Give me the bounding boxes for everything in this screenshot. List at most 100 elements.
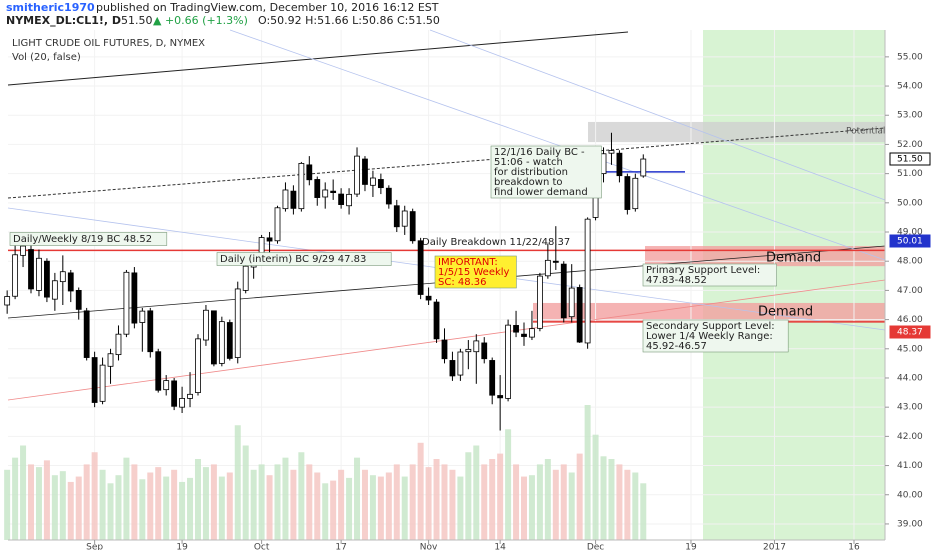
channel-line	[429, 29, 886, 201]
candle-body	[163, 380, 170, 391]
volume-bar	[75, 476, 82, 540]
volume-bar	[338, 469, 345, 540]
candle-body	[370, 177, 376, 186]
annotation: Demand	[766, 251, 821, 266]
volume-bar	[544, 459, 551, 540]
volume-bar	[67, 481, 74, 540]
candle-body	[497, 395, 504, 399]
candle-body	[441, 339, 448, 360]
y-tick-label: 41.00	[897, 461, 923, 471]
candle-body	[12, 254, 19, 297]
annotation-text: Secondary Support Level:	[646, 321, 775, 332]
zone	[533, 302, 885, 322]
candle-body	[632, 177, 639, 210]
chart-subtitle: Vol (20, false)	[12, 52, 81, 63]
volume-bar	[226, 472, 233, 540]
volume-bar	[218, 476, 225, 540]
candle-body	[425, 295, 432, 301]
author: smitheric1970	[6, 1, 95, 14]
annotation-box	[9, 232, 168, 246]
x-tick-label: 19	[685, 543, 697, 550]
y-tick-label: 43.00	[897, 403, 923, 413]
candle-body	[560, 263, 567, 319]
candle-body	[306, 164, 313, 181]
y-tick-label: 54.00	[897, 82, 923, 92]
annotation-text: Daily Breakdown 11/22/48.37	[422, 237, 570, 248]
volume-bar	[51, 475, 58, 540]
volume-bar	[115, 475, 122, 540]
y-tick-label: 49.00	[897, 228, 923, 238]
volume-bar	[282, 457, 289, 540]
annotation-text: SC: 48.36	[438, 277, 487, 288]
candle-body	[44, 260, 50, 298]
trend-line	[7, 31, 629, 86]
y-tick-label: 42.00	[897, 432, 923, 442]
candle-body	[322, 189, 329, 198]
x-tick-label: 17	[335, 543, 346, 550]
volume-bar	[155, 467, 162, 540]
x-tick-label: 2017	[763, 543, 786, 550]
annotation-text: Daily/Weekly 8/19 BC 48.52	[13, 234, 152, 245]
candle-body	[457, 351, 464, 376]
volume-bar	[242, 445, 249, 540]
candle-body	[28, 249, 34, 290]
volume-bar	[369, 475, 376, 540]
volume-bar	[393, 464, 400, 540]
volume-bar	[274, 464, 281, 540]
volume-bar	[505, 429, 512, 540]
candle-body	[234, 288, 241, 358]
volume-bar	[91, 452, 98, 540]
candle-body	[640, 158, 647, 177]
volume-bar	[449, 469, 456, 540]
volume-bar	[552, 469, 559, 540]
trend-line	[7, 127, 886, 199]
symbol: NYMEX_DL:CL1!, D	[6, 14, 121, 27]
volume-bar	[59, 471, 66, 540]
volume-bar	[163, 476, 170, 540]
candle-body	[624, 176, 631, 210]
volume-bar	[481, 464, 488, 540]
price-label: 48.37	[897, 328, 923, 338]
candle-body	[481, 342, 488, 360]
volume-bar	[4, 469, 11, 540]
annotation-text: 47.83-48.52	[646, 275, 707, 286]
volume-bar	[528, 475, 535, 540]
volume-bar	[250, 469, 257, 540]
x-tick-label: 16	[848, 543, 860, 550]
volume-bar	[600, 456, 607, 540]
candle-body	[107, 353, 114, 367]
y-tick-label: 48.00	[897, 257, 923, 267]
candle-body	[266, 237, 273, 242]
candle-body	[131, 272, 138, 324]
volume-bar	[234, 425, 241, 540]
candle-body	[377, 179, 384, 189]
volume-bar	[425, 467, 432, 540]
volume-bar	[576, 453, 583, 540]
change: ▲ +0.66 (+1.3%)	[153, 14, 248, 27]
candle-body	[338, 193, 345, 205]
candle-body	[282, 189, 289, 210]
volume-bar	[35, 467, 42, 540]
volume-bar	[640, 483, 647, 540]
volume-bar	[322, 483, 329, 540]
volume-bar	[409, 464, 416, 540]
volume-bar	[266, 475, 273, 540]
candle-body	[4, 296, 11, 306]
candle-body	[568, 287, 575, 318]
candle-body	[576, 287, 583, 343]
annotation-text: breakdown to	[494, 177, 563, 188]
candle-body	[314, 179, 321, 198]
candle-body	[195, 338, 201, 393]
volume-bar	[465, 452, 472, 540]
price-label: 51.50	[897, 155, 923, 165]
candle-body	[242, 265, 249, 291]
annotation-box	[490, 145, 602, 199]
volume-bar	[377, 476, 384, 540]
y-tick-label: 44.00	[897, 373, 923, 383]
candle-body	[210, 310, 217, 365]
volume-bar	[441, 464, 448, 540]
candle-body	[155, 351, 162, 391]
annotation-box	[642, 319, 789, 353]
annotation-text: Daily (interim) BC 9/29 47.83	[220, 254, 366, 265]
